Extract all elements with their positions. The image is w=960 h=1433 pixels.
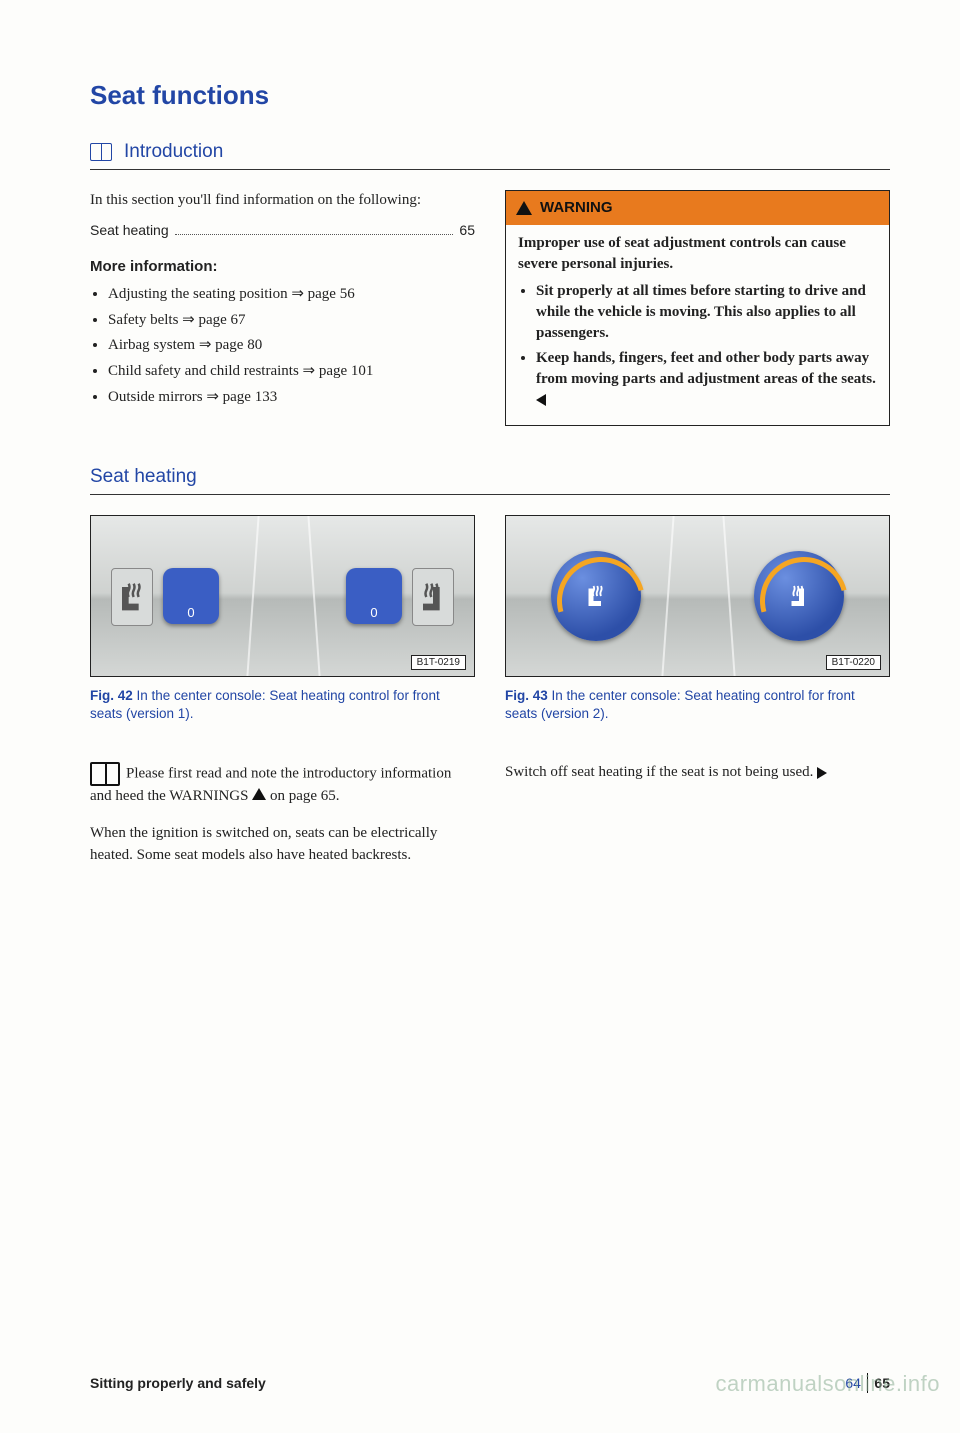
figure-43: B1T-0220 xyxy=(505,515,890,677)
body-right-p: Switch off seat heating if the seat is n… xyxy=(505,762,890,784)
intro-section-header: Introduction xyxy=(90,141,890,170)
toc-dots xyxy=(175,234,454,235)
round-dial-left xyxy=(551,551,641,641)
figure-42-content: 0 0 xyxy=(91,516,474,676)
more-info-item: Adjusting the seating position ⇒ page 56 xyxy=(108,284,475,306)
fig-divider xyxy=(723,516,736,676)
intro-text: In this section you'll find information … xyxy=(90,190,475,212)
heated-seat-icon xyxy=(112,577,152,617)
seat-icon-right xyxy=(412,568,454,626)
warning-triangle-icon xyxy=(252,788,266,800)
body-left: Please first read and note the introduct… xyxy=(90,747,475,881)
heated-seat-icon xyxy=(784,581,814,611)
intro-left-col: In this section you'll find information … xyxy=(90,190,475,426)
toc-label: Seat heating xyxy=(90,220,169,240)
dial-zero: 0 xyxy=(163,605,219,620)
more-info-item: Airbag system ⇒ page 80 xyxy=(108,335,475,357)
caption-row: Fig. 42 In the center console: Seat heat… xyxy=(90,687,890,723)
figure-42: 0 0 B1T-0219 xyxy=(90,515,475,677)
note-text-2: on page 65. xyxy=(266,788,339,804)
book-icon xyxy=(90,762,120,786)
figure-42-tag: B1T-0219 xyxy=(411,655,466,670)
fig42-text: In the center console: Seat heating cont… xyxy=(90,688,440,721)
note-paragraph: Please first read and note the introduct… xyxy=(90,762,475,808)
heat-dial-right: 0 xyxy=(346,568,402,624)
fig-divider xyxy=(661,516,674,676)
body-p1: When the ignition is switched on, seats … xyxy=(90,823,475,867)
more-info-item: Child safety and child restraints ⇒ page… xyxy=(108,361,475,383)
fig43-label: Fig. 43 xyxy=(505,688,548,703)
fig42-label: Fig. 42 xyxy=(90,688,133,703)
dial-zero: 0 xyxy=(346,605,402,620)
round-dial-right xyxy=(754,551,844,641)
warning-bullet-text: Keep hands, fingers, feet and other body… xyxy=(536,350,876,387)
figure-43-caption: Fig. 43 In the center console: Seat heat… xyxy=(505,687,890,723)
heat-dial-left: 0 xyxy=(163,568,219,624)
heated-seat-icon xyxy=(581,581,611,611)
body-right-text: Switch off seat heating if the seat is n… xyxy=(505,764,817,780)
more-info-list: Adjusting the seating position ⇒ page 56… xyxy=(90,284,475,409)
fig43-text: In the center console: Seat heating cont… xyxy=(505,688,855,721)
toc-line: Seat heating 65 xyxy=(90,220,475,240)
seat-heating-subtitle: Seat heating xyxy=(90,466,197,488)
figure-42-caption: Fig. 42 In the center console: Seat heat… xyxy=(90,687,475,723)
more-info-heading: More information: xyxy=(90,256,475,278)
warning-label: WARNING xyxy=(540,197,613,219)
warning-p1: Improper use of seat adjustment controls… xyxy=(518,233,877,275)
warning-bullet: Keep hands, fingers, feet and other body… xyxy=(536,348,877,411)
warning-bullet: Sit properly at all times before startin… xyxy=(536,281,877,344)
warning-body: Improper use of seat adjustment controls… xyxy=(506,225,889,425)
continue-triangle-icon xyxy=(817,767,827,779)
body-right: Switch off seat heating if the seat is n… xyxy=(505,747,890,881)
page: Seat functions Introduction In this sect… xyxy=(0,0,960,1433)
body-columns: Please first read and note the introduct… xyxy=(90,747,890,881)
more-info-item: Outside mirrors ⇒ page 133 xyxy=(108,387,475,409)
warning-box: WARNING Improper use of seat adjustment … xyxy=(505,190,890,426)
heated-seat-icon xyxy=(413,577,453,617)
fig-divider xyxy=(246,516,259,676)
fig-divider xyxy=(308,516,321,676)
footer-section-title: Sitting properly and safely xyxy=(90,1375,266,1391)
intro-columns: In this section you'll find information … xyxy=(90,190,890,426)
figure-43-content xyxy=(506,516,889,676)
seat-heating-header: Seat heating xyxy=(90,466,890,495)
figure-43-tag: B1T-0220 xyxy=(826,655,881,670)
intro-right-col: WARNING Improper use of seat adjustment … xyxy=(505,190,890,426)
warning-header: WARNING xyxy=(506,191,889,225)
end-triangle-icon xyxy=(536,394,546,406)
toc-page: 65 xyxy=(459,220,475,240)
figure-row: 0 0 B1T-0219 xyxy=(90,515,890,677)
intro-subtitle: Introduction xyxy=(124,141,223,163)
book-icon xyxy=(90,143,112,161)
watermark: carmanualsonline.info xyxy=(715,1371,940,1397)
warning-triangle-icon xyxy=(516,201,532,215)
seat-icon-left xyxy=(111,568,153,626)
main-title: Seat functions xyxy=(90,80,890,111)
more-info-item: Safety belts ⇒ page 67 xyxy=(108,310,475,332)
